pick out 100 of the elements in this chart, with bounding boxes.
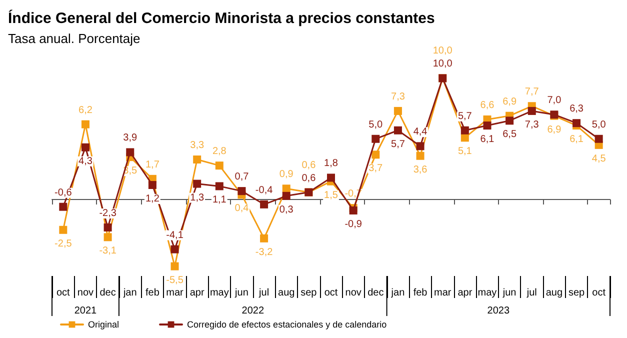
x-tick-label: mar xyxy=(166,288,184,298)
data-label: 0,9 xyxy=(279,169,294,180)
data-label: 3,7 xyxy=(368,163,384,174)
chart-subtitle: Tasa anual. Porcentaje xyxy=(8,31,140,46)
x-tick-label: aug xyxy=(546,288,563,298)
x-tick-label: mar xyxy=(434,288,452,298)
x-tick-label: jul xyxy=(258,288,270,298)
point xyxy=(193,180,202,188)
point xyxy=(260,234,268,242)
data-label: 0,3 xyxy=(279,204,294,216)
text: 2022 xyxy=(242,306,264,316)
data-label: 6,3 xyxy=(570,104,584,115)
point xyxy=(170,245,179,254)
data-label: -0,4 xyxy=(255,184,274,196)
data-label: 4,5 xyxy=(592,153,606,164)
x-tick-label: nov xyxy=(77,288,94,298)
data-label: 7,3 xyxy=(391,91,406,102)
data-label: 0,4 xyxy=(234,203,250,214)
data-label: 1,7 xyxy=(145,159,160,170)
x-tick-label: jun xyxy=(502,288,516,298)
text: 2023 xyxy=(487,306,510,316)
x-tick-label: sep xyxy=(300,288,318,298)
point xyxy=(81,120,90,128)
point xyxy=(483,122,492,130)
point xyxy=(394,106,402,115)
data-label: 0,7 xyxy=(234,172,250,183)
data-label: -3,2 xyxy=(255,246,274,258)
point xyxy=(59,202,68,211)
point xyxy=(282,184,290,193)
data-label: 6,9 xyxy=(502,96,517,108)
data-label: -0,9 xyxy=(344,218,362,230)
x-tick-label: dec xyxy=(100,288,116,298)
point xyxy=(104,233,112,242)
data-label: 0,6 xyxy=(302,160,316,171)
point xyxy=(81,143,90,152)
data-label: 3,3 xyxy=(190,140,204,152)
point xyxy=(126,148,134,156)
point xyxy=(506,116,514,125)
x-tick-label: jun xyxy=(234,288,248,298)
data-label: 4,4 xyxy=(413,126,428,138)
data-label: 5,7 xyxy=(458,110,472,122)
x-tick-label: may xyxy=(210,288,229,298)
point xyxy=(594,134,603,143)
x-tick-label: may xyxy=(478,288,497,298)
legend-label: Corregido de efectos estacionales y de calendario xyxy=(187,320,387,330)
data-label: 1,8 xyxy=(324,158,338,170)
point xyxy=(193,156,202,164)
data-label: 3,9 xyxy=(123,132,138,144)
data-label: 10,0 xyxy=(432,46,453,57)
data-label: 2,8 xyxy=(212,146,227,158)
data-label: 0,6 xyxy=(302,172,316,184)
data-label: 1,5 xyxy=(324,190,338,201)
x-tick-label: apr xyxy=(190,288,205,298)
data-label: 6,9 xyxy=(547,124,562,136)
x-tick-label: feb xyxy=(413,288,428,298)
data-label: 4,3 xyxy=(78,156,93,167)
x-tick-label: jan xyxy=(122,288,137,298)
point xyxy=(104,223,112,232)
legend-label: Original xyxy=(88,320,120,330)
data-label: 1,2 xyxy=(145,193,160,204)
data-label: 6,1 xyxy=(570,134,584,146)
point xyxy=(372,134,380,143)
x-tick-label: aug xyxy=(278,288,295,298)
point xyxy=(148,180,156,189)
data-label: -0,6 xyxy=(54,187,72,198)
data-label: -3,1 xyxy=(99,246,117,257)
x-tick-label: apr xyxy=(458,288,473,298)
text: 2021 xyxy=(74,306,98,316)
x-tick-label: dec xyxy=(368,288,384,298)
data-label: 1,3 xyxy=(190,192,204,204)
point xyxy=(416,142,424,150)
point xyxy=(59,226,68,234)
data-label: 3,6 xyxy=(413,164,428,176)
data-label: 5,0 xyxy=(592,119,606,130)
data-label: 5,0 xyxy=(368,119,384,130)
data-label: 1,1 xyxy=(212,194,227,206)
point xyxy=(215,182,224,190)
data-label: -2,5 xyxy=(54,238,72,250)
data-label: 10,0 xyxy=(432,58,453,70)
data-label: -2,3 xyxy=(99,208,117,219)
data-label: 7,7 xyxy=(524,86,540,98)
data-label: 6,6 xyxy=(480,100,495,111)
data-label: 7,3 xyxy=(524,119,540,130)
data-label: -5,5 xyxy=(166,274,184,286)
data-label: 6,1 xyxy=(480,134,495,146)
x-tick-label: oct xyxy=(56,288,70,298)
data-label: 6,2 xyxy=(78,104,93,116)
point xyxy=(282,192,290,200)
data-label: 6,5 xyxy=(502,129,517,140)
chart-title: Índice General del Comercio Minorista a precios constantes xyxy=(8,9,435,27)
data-label: 5,1 xyxy=(458,146,472,158)
x-tick-label: nov xyxy=(345,288,362,298)
data-label: 5,7 xyxy=(391,138,406,150)
data-label: 7,0 xyxy=(547,95,562,106)
point xyxy=(528,106,536,115)
point xyxy=(327,174,335,182)
point xyxy=(215,162,224,170)
x-tick-label: jan xyxy=(390,288,405,298)
x-tick-label: oct xyxy=(592,288,606,298)
x-tick-label: oct xyxy=(324,288,338,298)
